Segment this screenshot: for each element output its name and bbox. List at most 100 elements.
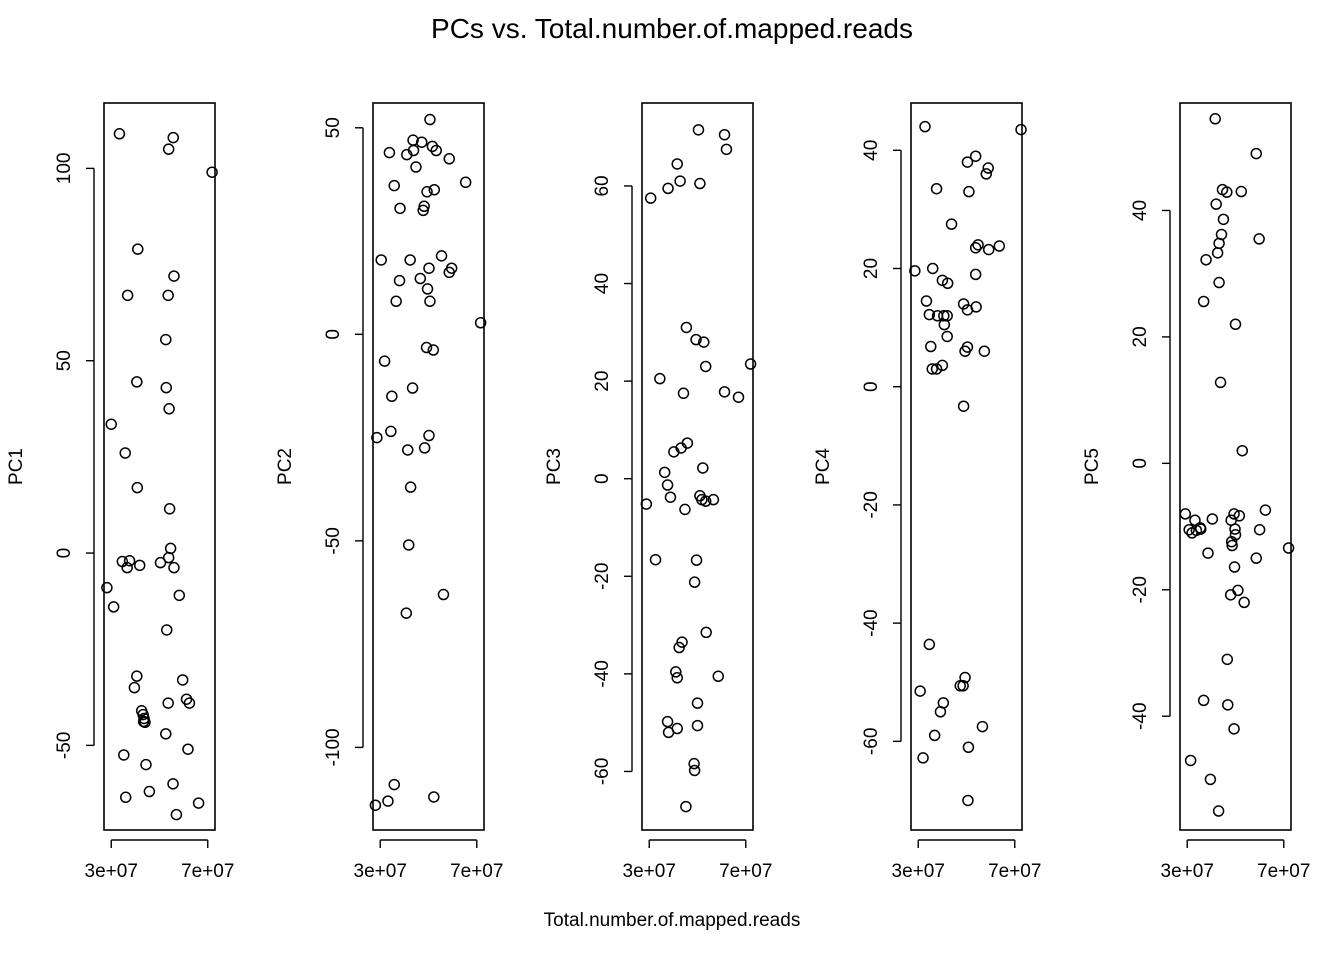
data-point [383, 146, 396, 159]
data-point [132, 243, 144, 255]
data-point [690, 333, 702, 346]
data-point [1221, 653, 1234, 666]
data-point [404, 254, 416, 266]
y-tick-label: -40 [1130, 702, 1151, 729]
data-point [1186, 527, 1198, 539]
x-tick-label: 7e+07 [719, 861, 772, 882]
data-point [923, 638, 936, 651]
data-point [378, 355, 391, 367]
data-point [1229, 318, 1242, 331]
data-point [692, 124, 705, 136]
data-point [1229, 523, 1241, 535]
data-point [1214, 376, 1227, 389]
data-point [744, 358, 757, 370]
y-tick-label: 50 [54, 350, 75, 371]
data-point [658, 466, 671, 479]
data-point [160, 381, 173, 394]
data-point [101, 581, 113, 594]
y-axis-label: PC5 [1082, 448, 1103, 485]
data-point [421, 186, 433, 198]
y-tick-label: -60 [592, 758, 613, 785]
data-points [369, 113, 487, 811]
data-point [388, 179, 400, 192]
data-point [164, 542, 177, 555]
data-point [679, 503, 691, 516]
data-point [443, 266, 456, 279]
data-point [676, 636, 688, 648]
data-point [963, 185, 975, 198]
y-tick-label: -100 [323, 728, 344, 766]
data-point [959, 345, 971, 357]
data-point [718, 128, 731, 141]
y-axis-label: PC4 [813, 448, 834, 485]
data-point [1184, 754, 1197, 767]
data-point [1209, 113, 1221, 125]
panel-pc1: 3e+07 7e+07 -50 0 50 100 PC1 [6, 102, 234, 882]
data-point [923, 308, 936, 321]
data-point [920, 295, 933, 307]
data-points [909, 120, 1027, 807]
data-point [1221, 186, 1233, 198]
chart-title: PCs vs. Total.number.of.mapped.reads [431, 13, 913, 44]
plot-frame [1179, 102, 1292, 831]
data-point [1211, 247, 1224, 259]
data-point [401, 444, 414, 456]
data-point [118, 749, 130, 761]
data-point [962, 741, 975, 754]
data-point [909, 265, 921, 277]
x-axis: 3e+07 7e+07 [623, 839, 772, 882]
data-point [168, 561, 180, 574]
y-tick-label: -50 [323, 527, 344, 554]
data-point [961, 156, 974, 168]
y-tick-label: 0 [1130, 458, 1151, 469]
data-point [176, 674, 189, 686]
data-point [919, 120, 931, 133]
data-point [914, 685, 926, 697]
data-point [128, 681, 141, 694]
data-point [1222, 699, 1234, 711]
data-point [183, 697, 196, 709]
data-point [423, 262, 435, 274]
data-point [443, 153, 456, 165]
data-point [959, 671, 971, 684]
data-point [388, 778, 400, 791]
data-points [1179, 113, 1295, 817]
panel-pc3: 3e+07 7e+07 -60 -40 -20 0 20 40 60 PC3 [544, 102, 772, 882]
data-point [182, 743, 194, 755]
data-point [119, 447, 131, 459]
data-point [1197, 295, 1210, 308]
data-point [119, 791, 132, 804]
panel-pc2: 3e+07 7e+07 -100 -50 0 50 PC2 [275, 102, 503, 882]
y-tick-label: -50 [54, 732, 75, 759]
data-point [957, 400, 970, 412]
data-point [1217, 213, 1230, 226]
x-tick-label: 3e+07 [354, 861, 407, 882]
x-tick-label: 7e+07 [181, 861, 234, 882]
data-point [402, 539, 415, 551]
data-point [649, 553, 662, 566]
data-point [690, 554, 703, 566]
data-point [1183, 523, 1195, 536]
data-point [972, 239, 984, 251]
data-point [121, 561, 133, 574]
data-point [1253, 523, 1266, 536]
x-axis-label: Total.number.of.mapped.reads [544, 910, 801, 931]
data-point [662, 182, 674, 195]
data-point [680, 800, 692, 813]
y-tick-label: -20 [592, 563, 613, 590]
y-tick-label: 40 [861, 140, 882, 161]
data-point [435, 250, 448, 262]
data-point [369, 799, 382, 811]
data-point [1236, 444, 1249, 457]
x-axis: 3e+07 7e+07 [85, 839, 234, 882]
data-point [154, 556, 167, 569]
data-point [428, 791, 440, 803]
data-point [938, 318, 951, 331]
data-point [192, 797, 205, 809]
data-point [123, 554, 136, 567]
data-point [1197, 694, 1210, 707]
data-point [1250, 147, 1263, 160]
data-point [163, 403, 175, 415]
x-axis: 3e+07 7e+07 [892, 839, 1041, 882]
